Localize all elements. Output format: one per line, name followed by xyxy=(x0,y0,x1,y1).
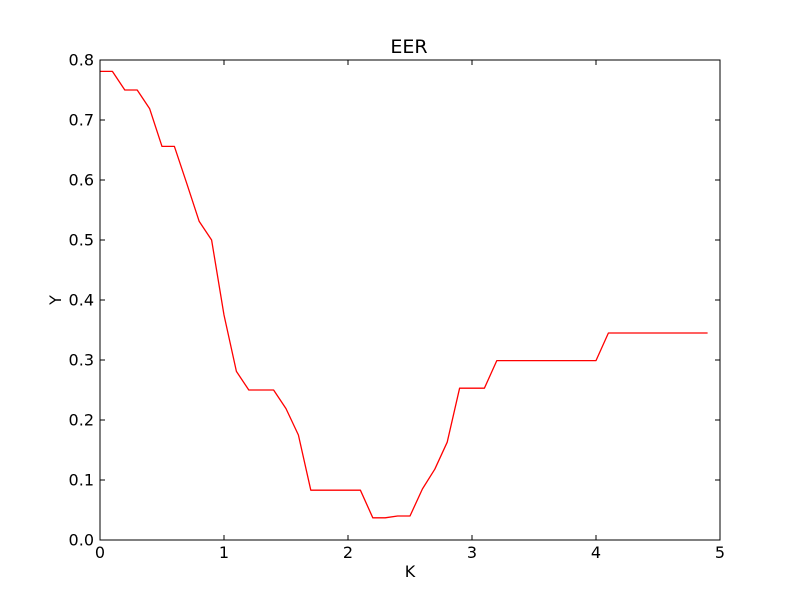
y-axis-label: Y xyxy=(46,295,65,306)
y-tick-label-8: 0.8 xyxy=(69,51,94,70)
x-tick-label-5: 5 xyxy=(715,543,725,562)
y-tick-label-0: 0.0 xyxy=(69,531,94,550)
y-tick-label-1: 0.1 xyxy=(69,471,94,490)
y-tick-label-6: 0.6 xyxy=(69,171,94,190)
x-tick-label-0: 0 xyxy=(95,543,105,562)
x-tick-label-3: 3 xyxy=(467,543,477,562)
x-tick-label-2: 2 xyxy=(343,543,353,562)
chart-title: EER xyxy=(390,36,427,58)
x-tick-label-1: 1 xyxy=(219,543,229,562)
x-tick-label-4: 4 xyxy=(591,543,601,562)
plot-area xyxy=(100,70,708,519)
series-line-0 xyxy=(100,70,708,519)
x-axis-label: K xyxy=(405,562,416,581)
y-tick-label-2: 0.2 xyxy=(69,411,94,430)
y-tick-label-3: 0.3 xyxy=(69,351,94,370)
y-tick-label-5: 0.5 xyxy=(69,231,94,250)
y-tick-label-4: 0.4 xyxy=(69,291,94,310)
axis-ticks: 0 1 2 3 4 5 0.0 0.1 0.2 0.3 0.4 0.5 0.6 0.7 0.8 xyxy=(69,51,726,563)
axes-frame xyxy=(99,59,721,541)
y-tick-label-7: 0.7 xyxy=(69,111,94,130)
